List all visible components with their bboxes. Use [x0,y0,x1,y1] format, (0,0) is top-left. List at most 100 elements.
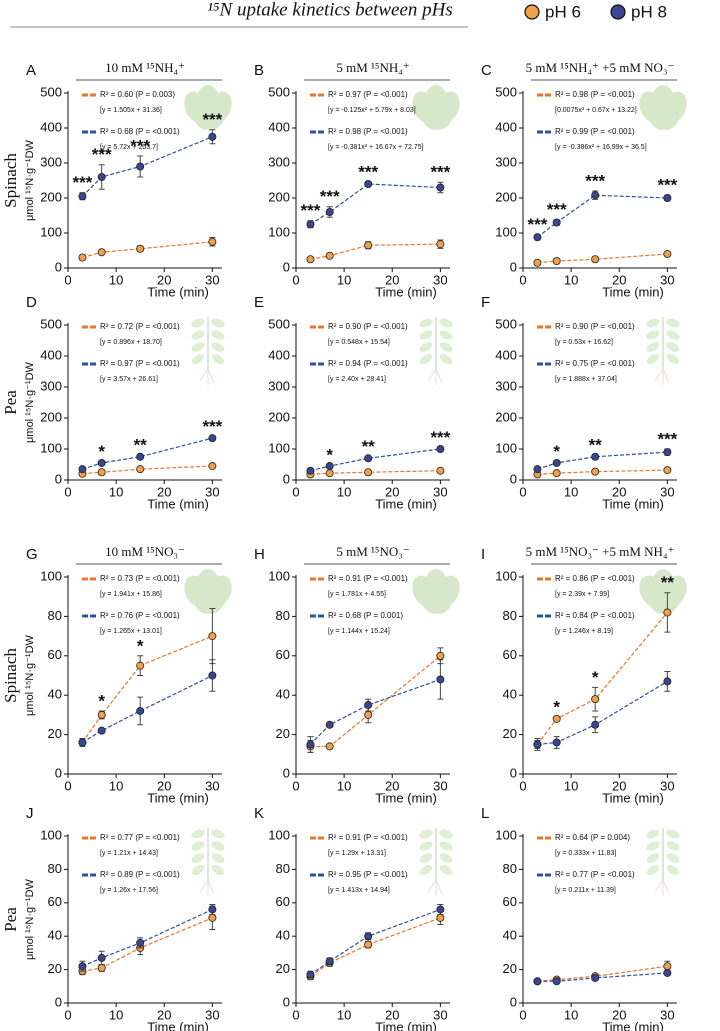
fit-equation: [y = 1.781x + 4.55] [328,591,386,598]
significance-label: * [98,691,105,710]
plant-icon [191,828,225,896]
data-point [136,706,145,715]
data-point [663,466,672,475]
data-point [78,253,87,262]
y-tick-label: 500 [40,84,62,99]
fit-equation: [y = -0.381x² + 16.67x + 72.75] [328,144,424,151]
leaf [184,91,208,123]
data-point [208,632,217,641]
data-point [436,466,445,475]
data-point [364,932,373,941]
row-label: Spinach [1,153,20,208]
data-point [325,462,334,471]
x-axis-label: Time (min) [602,1019,664,1031]
row-label: Pea [1,390,20,415]
leaf [431,108,453,130]
data-point [552,256,561,265]
y-tick-label: 400 [40,119,62,134]
leaf [412,91,436,123]
fit-stats: R² = 0.76 (P = <0.001) [100,611,180,620]
x-tick-label: 0 [519,1007,526,1022]
x-axis-label: Time (min) [147,1019,209,1031]
data-point [533,977,542,986]
leaf [211,853,225,863]
y-tick-label: 100 [495,440,517,455]
data-point [78,738,87,747]
data-point [436,913,445,922]
significance-label: *** [430,428,450,447]
data-point [663,968,672,977]
leaf [439,342,453,352]
y-tick-label: 500 [495,316,517,331]
panel-letter: C [481,62,492,79]
data-point [325,207,334,216]
leaf [663,91,687,123]
x-tick-label: 20 [385,778,399,793]
fit-equation: [y = 1.246x + 8.19] [555,628,613,635]
panel-letter: D [26,294,37,311]
panel-letter: L [481,805,489,822]
leaf [191,330,205,340]
plant-icon [412,569,460,614]
x-tick-label: 30 [205,484,219,499]
data-point [436,240,445,249]
legend-label: pH 8 [631,2,667,21]
legend-label: pH 6 [545,2,581,21]
y-tick-label: 300 [495,154,517,169]
significance-label: *** [528,215,548,234]
leaf [196,569,220,605]
fit-equation: [y = 1.505x + 31.36] [100,107,162,114]
fit-line [310,678,441,745]
fit-stats: R² = 0.75 (P = <0.001) [555,359,635,368]
x-tick-label: 30 [433,778,447,793]
plant-icon [419,317,453,385]
data-point [306,220,315,229]
fit-line [537,965,668,982]
leaf [651,85,675,121]
data-point [306,740,315,749]
fit-equation: [y = 2.40x + 28.41] [328,376,386,383]
y-axis-label: μmol ¹⁵N·g⁻¹DW [24,634,36,715]
data-point [325,957,334,966]
leaf [439,864,453,876]
legend-marker [610,4,626,20]
x-tick-label: 30 [433,484,447,499]
fit-equation: [y = 0.211x + 11.39] [555,887,616,894]
y-tick-label: 60 [48,647,62,662]
fit-equation: [y = 1.888x + 37.04] [555,376,617,383]
significance-label: * [98,442,105,461]
data-point [591,255,600,264]
y-tick-label: 40 [48,928,62,943]
data-point [78,962,87,971]
y-tick-label: 20 [48,961,62,976]
x-tick-label: 10 [337,272,351,287]
data-point [97,726,106,735]
y-tick-label: 100 [40,827,62,842]
leaf [419,330,433,340]
data-point [436,444,445,453]
data-point [552,714,561,723]
y-tick-label: 200 [495,189,517,204]
leaf [191,829,205,839]
y-tick-label: 20 [276,726,290,741]
leaf [424,569,448,605]
data-point [136,244,145,253]
x-tick-label: 10 [564,1007,578,1022]
y-tick-label: 0 [55,765,62,780]
leaf [439,853,453,863]
x-tick-label: 0 [64,1007,71,1022]
x-tick-label: 20 [157,272,171,287]
fit-line [82,136,213,197]
data-point [97,172,106,181]
leaf [646,841,660,851]
leaf [419,353,433,365]
data-point [208,462,217,471]
x-tick-label: 10 [109,1007,123,1022]
y-tick-label: 500 [40,316,62,331]
significance-label: * [137,636,144,655]
significance-label: ** [589,436,603,455]
y-tick-label: 40 [276,687,290,702]
root [654,879,670,896]
data-point [533,740,542,749]
leaf [193,108,215,130]
